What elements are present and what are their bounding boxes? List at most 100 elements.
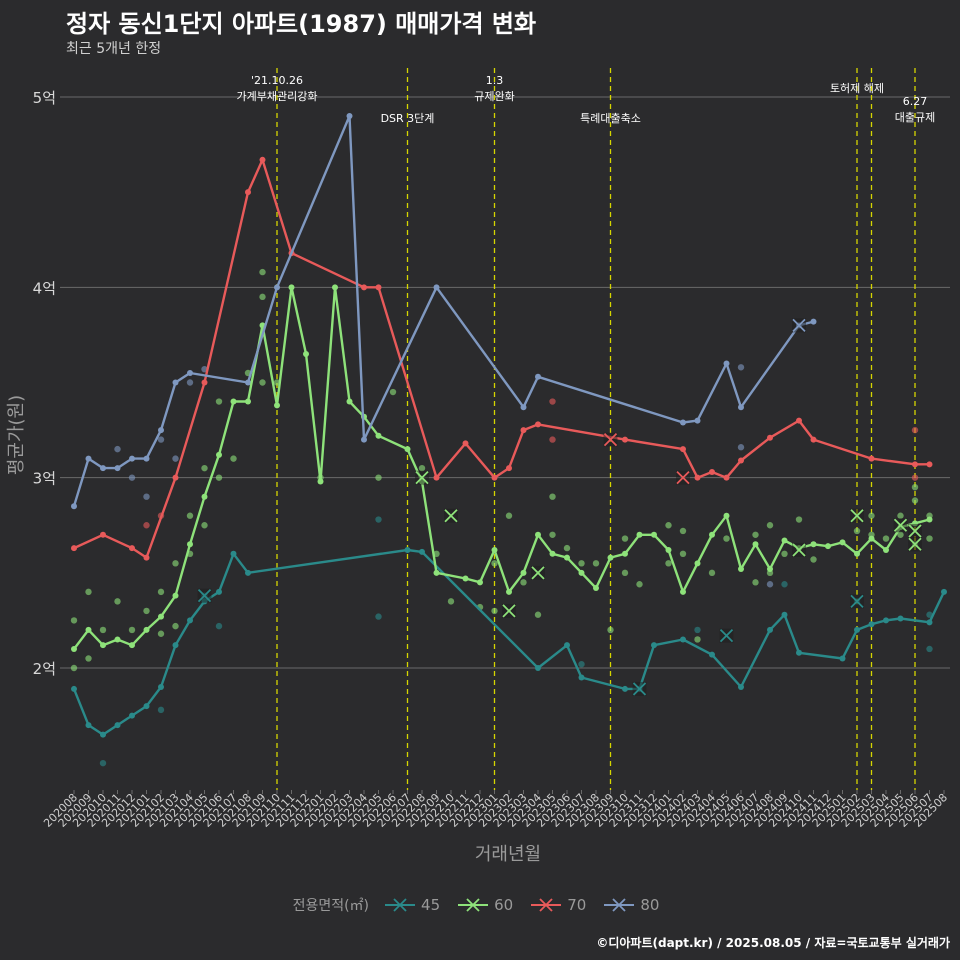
data-point-60	[201, 464, 208, 472]
data-point-60	[897, 512, 904, 519]
legend-swatch-70	[531, 898, 562, 912]
y-axis-label: 평균가(원)	[6, 395, 27, 475]
data-point-60	[795, 516, 803, 523]
data-point-60	[882, 535, 890, 542]
y-tick-label: 3억	[33, 470, 56, 488]
data-point-60	[607, 626, 614, 634]
data-point-60	[418, 464, 426, 472]
data-point-45	[375, 613, 382, 620]
cross-marker-70	[676, 471, 690, 485]
data-point-60	[215, 398, 223, 405]
data-point-60	[143, 607, 150, 615]
data-point-60	[868, 512, 875, 519]
data-point-60	[665, 560, 672, 567]
cross-marker-80	[792, 318, 806, 333]
data-point-80	[128, 474, 136, 481]
data-point-60	[752, 531, 759, 538]
data-point-60	[621, 569, 629, 577]
data-point-45	[215, 622, 223, 630]
cross-marker-60	[444, 509, 458, 523]
legend-label-45: 45	[421, 896, 441, 914]
annotation-label: 특례대출축소	[580, 112, 641, 125]
series-line-70	[73, 158, 930, 559]
data-point-60	[897, 531, 904, 538]
data-point-60	[694, 636, 701, 643]
cross-marker-60	[502, 604, 516, 618]
data-point-80	[186, 379, 194, 386]
data-point-45	[578, 660, 585, 668]
data-point-45	[926, 645, 933, 653]
data-point-60	[563, 544, 571, 552]
annotation-label: 6.27	[903, 95, 928, 108]
data-point-70	[911, 474, 919, 481]
data-point-60	[70, 617, 78, 624]
cross-marker-45	[632, 682, 647, 696]
data-point-60	[491, 607, 498, 615]
cross-marker-60	[908, 537, 922, 551]
y-tick-label: 5억	[33, 89, 56, 107]
data-point-80	[766, 581, 774, 588]
chart-subtitle: 최근 5개년 한정	[66, 41, 162, 57]
series-line-45	[72, 548, 946, 736]
data-point-60	[85, 655, 92, 662]
data-point-60	[157, 588, 165, 596]
data-point-45	[781, 581, 788, 588]
legend-swatch-60	[458, 898, 489, 912]
y-tick-label: 2억	[33, 660, 56, 678]
annotation-label: DSR 3단계	[381, 112, 435, 125]
data-point-60	[592, 560, 600, 567]
data-point-60	[114, 598, 121, 605]
data-point-60	[549, 493, 556, 500]
data-point-60	[853, 527, 861, 535]
cross-marker-60	[850, 509, 864, 523]
series-line-80	[72, 114, 814, 507]
data-point-60	[85, 588, 92, 596]
data-point-60	[230, 455, 237, 462]
legend: 전용면적(㎡) 45 60 70 80	[0, 895, 960, 915]
cross-marker-60	[415, 471, 429, 485]
data-point-45	[694, 626, 701, 634]
data-point-60	[259, 379, 266, 386]
legend-swatch-45	[385, 898, 416, 912]
series-line-60	[73, 286, 930, 650]
data-point-45	[157, 706, 165, 714]
y-tick-label: 4억	[33, 279, 56, 297]
chart-title: 정자 동신1단지 아파트(1987) 매매가격 변화	[66, 10, 537, 38]
cross-marker-70	[603, 432, 618, 447]
data-point-80	[737, 364, 745, 371]
annotation-label: 토허제 해제	[830, 81, 884, 95]
data-point-60	[926, 535, 933, 542]
data-point-80	[737, 444, 745, 451]
annotation-label: 대출규제	[895, 111, 935, 124]
data-point-60	[665, 522, 672, 529]
legend-item-70: 70	[531, 896, 586, 914]
legend-label-80: 80	[640, 896, 660, 914]
data-point-60	[911, 483, 919, 491]
legend-title: 전용면적(㎡)	[292, 898, 370, 914]
legend-item-60: 60	[458, 896, 513, 914]
data-point-60	[157, 630, 165, 637]
cross-marker-45	[197, 589, 212, 603]
annotation-label: 규제완화	[474, 90, 514, 103]
legend-swatch-80	[604, 898, 635, 912]
data-point-60	[491, 560, 498, 567]
data-point-60	[534, 611, 542, 618]
cross-markers	[197, 318, 922, 696]
data-point-60	[578, 560, 585, 567]
data-point-60	[781, 550, 788, 557]
data-point-60	[520, 579, 527, 586]
axes: 2억3억4억5억20200820200920201020201120201220…	[33, 89, 950, 830]
data-point-60	[259, 268, 266, 276]
legend-item-45: 45	[385, 896, 440, 914]
data-point-60	[128, 626, 136, 634]
cross-marker-60	[893, 518, 908, 532]
annotation-label: '21.10.26	[251, 74, 303, 87]
data-point-80	[114, 445, 121, 453]
data-point-60	[810, 556, 817, 563]
data-point-60	[708, 569, 716, 577]
data-point-60	[549, 531, 556, 538]
data-point-60	[679, 527, 687, 535]
gridlines	[60, 96, 950, 669]
